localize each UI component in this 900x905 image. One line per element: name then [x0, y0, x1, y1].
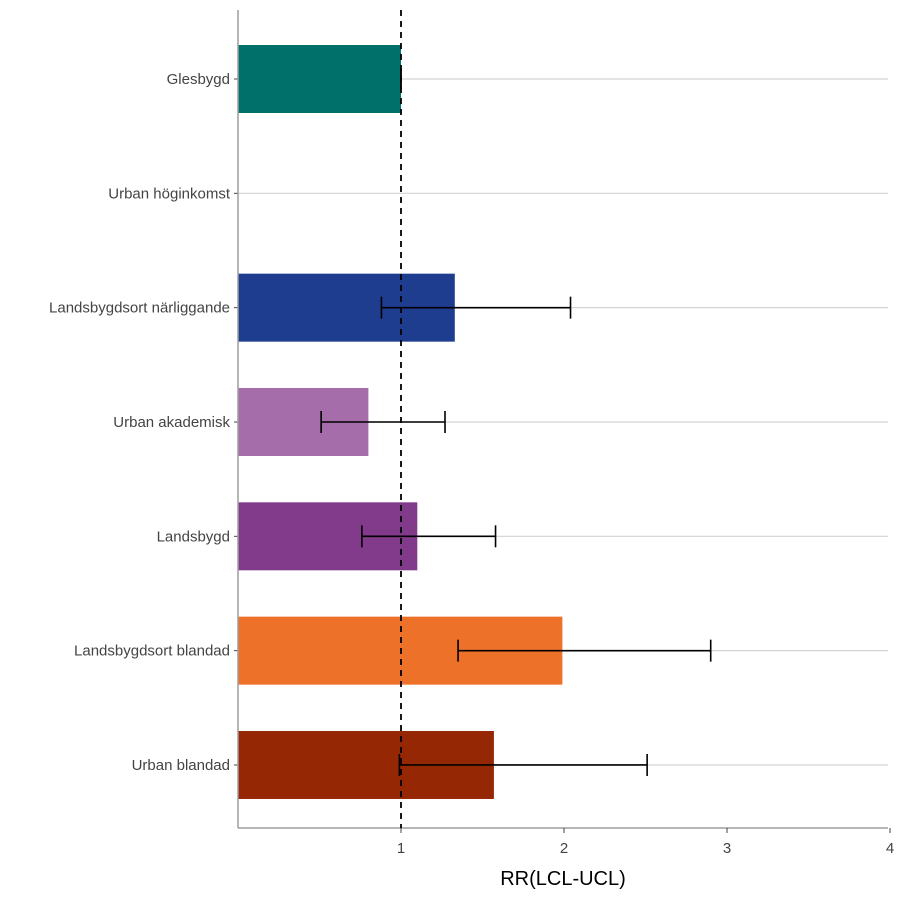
category-label-3: Urban akademisk [113, 414, 230, 431]
axes [234, 10, 891, 833]
labels: RR(LCL-UCL) Glesbygd Urban höginkomst Land… [49, 71, 894, 890]
x-tick-label-2: 3 [723, 840, 731, 857]
category-label-0: Glesbygd [167, 71, 230, 88]
error-bars [320, 68, 712, 776]
category-label-2: Landsbygdsort närliggande [49, 300, 230, 317]
category-label-4: Landsbygd [157, 528, 230, 545]
category-label-1: Urban höginkomst [108, 185, 231, 202]
x-tick-label-3: 4 [886, 840, 894, 857]
x-tick-label-0: 1 [397, 840, 405, 857]
x-tick-label-1: 2 [560, 840, 568, 857]
category-label-5: Landsbygdsort blandad [74, 643, 230, 660]
x-axis-title: RR(LCL-UCL) [500, 868, 626, 890]
category-label-6: Urban blandad [132, 757, 230, 774]
bar-0 [238, 45, 401, 113]
